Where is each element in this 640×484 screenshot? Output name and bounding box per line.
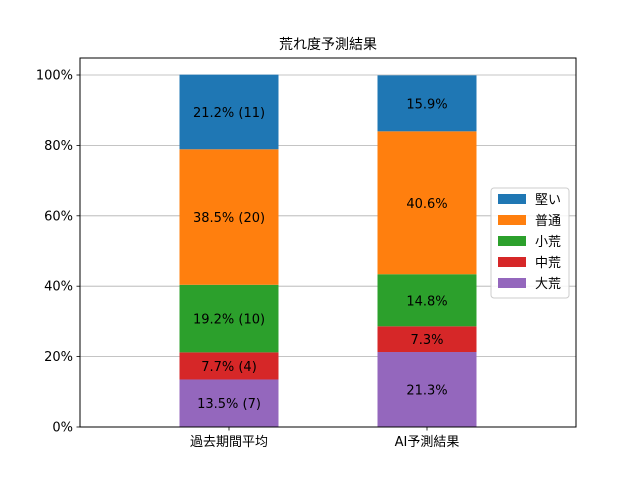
bar-segment	[377, 131, 477, 275]
data-label: 13.5% (7)	[197, 397, 261, 412]
legend-swatch	[498, 257, 526, 267]
bar-segment	[179, 284, 279, 353]
legend-swatch	[498, 278, 526, 288]
data-label: 14.8%	[406, 294, 447, 309]
data-labels: 13.5% (7) 7.7% (4) 19.2% (10) 38.5% (20) 21.…	[193, 97, 448, 412]
data-label: 21.2% (11)	[193, 106, 265, 121]
data-label: 7.3%	[410, 333, 443, 348]
bar-segment	[377, 274, 477, 327]
y-axis: 0% 20% 40% 60% 80% 100%	[36, 69, 80, 436]
bar-segment	[179, 352, 279, 380]
legend-label: 小荒	[535, 235, 561, 250]
y-tick-label: 40%	[44, 280, 73, 295]
x-axis: 過去期間平均 AI予測結果	[190, 427, 459, 450]
legend-swatch	[498, 215, 526, 225]
bar-segment	[377, 326, 477, 353]
bar-segment	[179, 74, 279, 150]
legend-swatch	[498, 194, 526, 204]
y-tick-label: 60%	[44, 209, 73, 224]
data-label: 38.5% (20)	[193, 211, 265, 226]
data-label: 21.3%	[406, 384, 447, 399]
legend-label: 堅い	[535, 193, 561, 208]
bar-segment	[179, 379, 279, 427]
plot-frame	[79, 57, 577, 428]
x-tick-label: 過去期間平均	[190, 435, 268, 450]
x-tick-label: AI予測結果	[395, 435, 460, 450]
bar-segment	[179, 149, 279, 285]
data-label: 15.9%	[406, 97, 447, 112]
legend-label: 大荒	[535, 277, 561, 292]
y-tick-label: 0%	[52, 421, 73, 436]
data-label: 7.7% (4)	[201, 360, 257, 375]
legend-swatch	[498, 236, 526, 246]
bars	[179, 74, 477, 427]
chart-title: 荒れ度予測結果	[279, 37, 377, 53]
legend-label: 中荒	[535, 256, 561, 271]
legend-label: 普通	[535, 214, 561, 229]
bar-segment	[377, 352, 477, 427]
y-tick-label: 20%	[44, 350, 73, 365]
data-label: 40.6%	[406, 197, 447, 212]
y-tick-label: 100%	[36, 69, 73, 84]
data-label: 19.2% (10)	[193, 313, 265, 328]
y-tick-label: 80%	[44, 139, 73, 154]
bar-segment	[377, 75, 477, 132]
